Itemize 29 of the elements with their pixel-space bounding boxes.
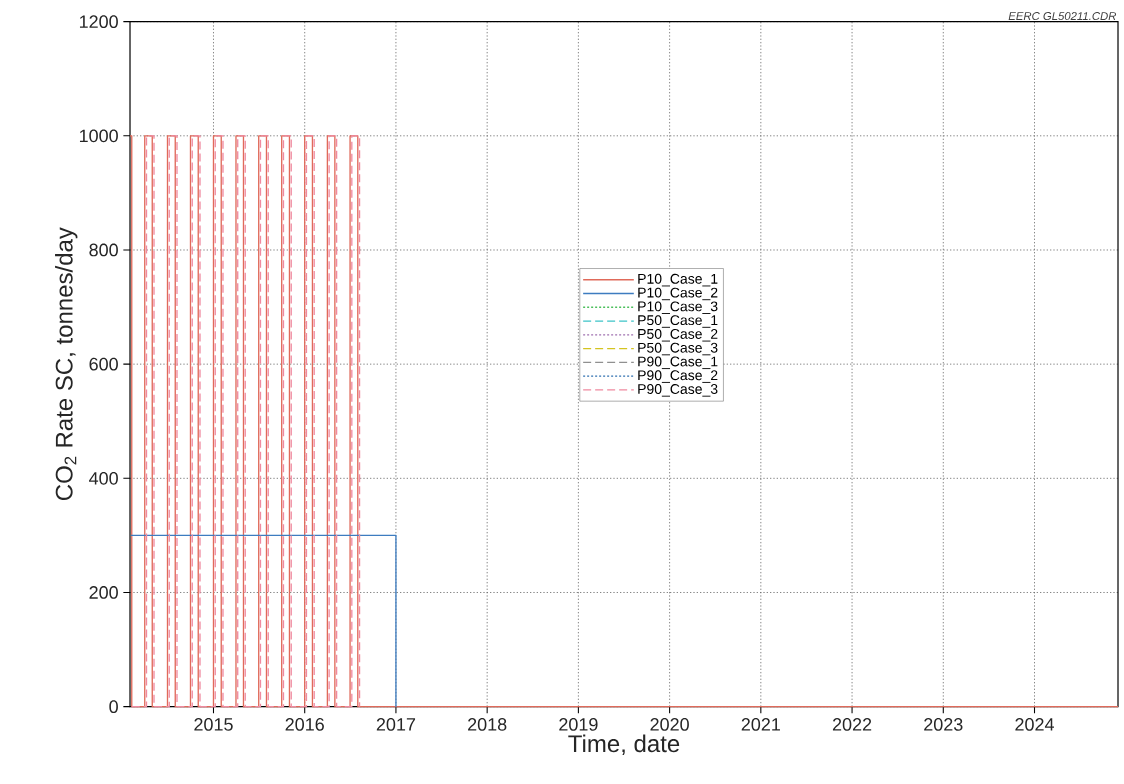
x-tick-label: 2024 (1015, 718, 1054, 731)
legend-label: P90_Case_1 (638, 356, 718, 370)
x-axis-title: Time, date (568, 734, 680, 756)
y-tick-label: 600 (89, 357, 118, 371)
y-tick-label: 1000 (79, 129, 118, 143)
legend-label: P10_Case_3 (638, 301, 718, 314)
y-axis-title: CO$_{2}$ Rate SC, tonnes/day (55, 227, 78, 501)
y-tick-label: 400 (89, 471, 118, 485)
x-tick-label: 2015 (194, 718, 233, 731)
y-tick-label: 0 (109, 700, 118, 714)
x-tick-label: 2017 (376, 718, 416, 731)
legend-label: P50_Case_3 (638, 342, 718, 356)
x-tick-label: 2020 (650, 718, 689, 731)
text: EERC GL50211.CDR (1008, 12, 1117, 21)
x-tick-label: 2016 (285, 718, 324, 731)
y-tick-label: 1200 (79, 15, 118, 29)
x-tick-label: 2021 (741, 718, 780, 731)
y-tick-label: 800 (89, 243, 118, 257)
y-tick-label: 200 (89, 586, 118, 599)
legend-label: P50_Case_1 (638, 315, 718, 328)
legend-label: P10_Case_1 (638, 273, 718, 287)
legend-label: P50_Case_2 (638, 328, 718, 342)
x-tick-label: 2023 (924, 718, 963, 731)
x-tick-label: 2019 (559, 718, 598, 731)
x-tick-label: 2018 (468, 718, 507, 731)
legend-label: P10_Case_2 (638, 287, 718, 301)
legend-label: P90_Case_2 (638, 370, 718, 383)
legend-label: P90_Case_3 (638, 384, 718, 397)
x-tick-label: 2022 (832, 718, 872, 731)
